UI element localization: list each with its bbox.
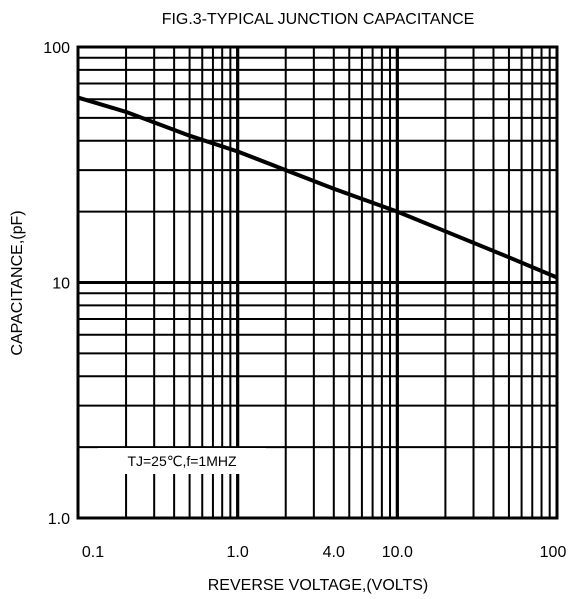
test-conditions-label: TJ=25℃,f=1MHZ (127, 453, 237, 469)
x-tick-label: 4.0 (323, 544, 345, 561)
y-axis-label: CAPACITANCE,(pF) (9, 210, 26, 355)
x-tick-label: 1.0 (227, 544, 249, 561)
x-tick-label: 10.0 (382, 544, 413, 561)
y-tick-label: 100 (43, 40, 70, 57)
x-tick-labels: 0.1 1.0 4.0 10.0 100 (82, 544, 567, 561)
plot-frame (76, 45, 559, 520)
annotation-box: TJ=25℃,f=1MHZ (98, 448, 266, 474)
x-tick-label: 100 (540, 544, 567, 561)
capacitance-curve (77, 95, 558, 280)
x-axis-label: REVERSE VOLTAGE,(VOLTS) (208, 577, 429, 594)
chart-title: FIG.3-TYPICAL JUNCTION CAPACITANCE (162, 11, 475, 28)
y-tick-label: 10 (52, 276, 70, 293)
y-tick-label: 1.0 (48, 511, 70, 528)
chart-grid (76, 45, 559, 520)
x-tick-label: 0.1 (82, 544, 104, 561)
y-tick-labels: 1.0 10 100 (43, 40, 70, 528)
